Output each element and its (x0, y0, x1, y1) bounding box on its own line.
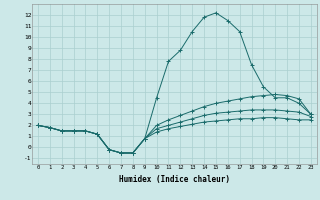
X-axis label: Humidex (Indice chaleur): Humidex (Indice chaleur) (119, 175, 230, 184)
